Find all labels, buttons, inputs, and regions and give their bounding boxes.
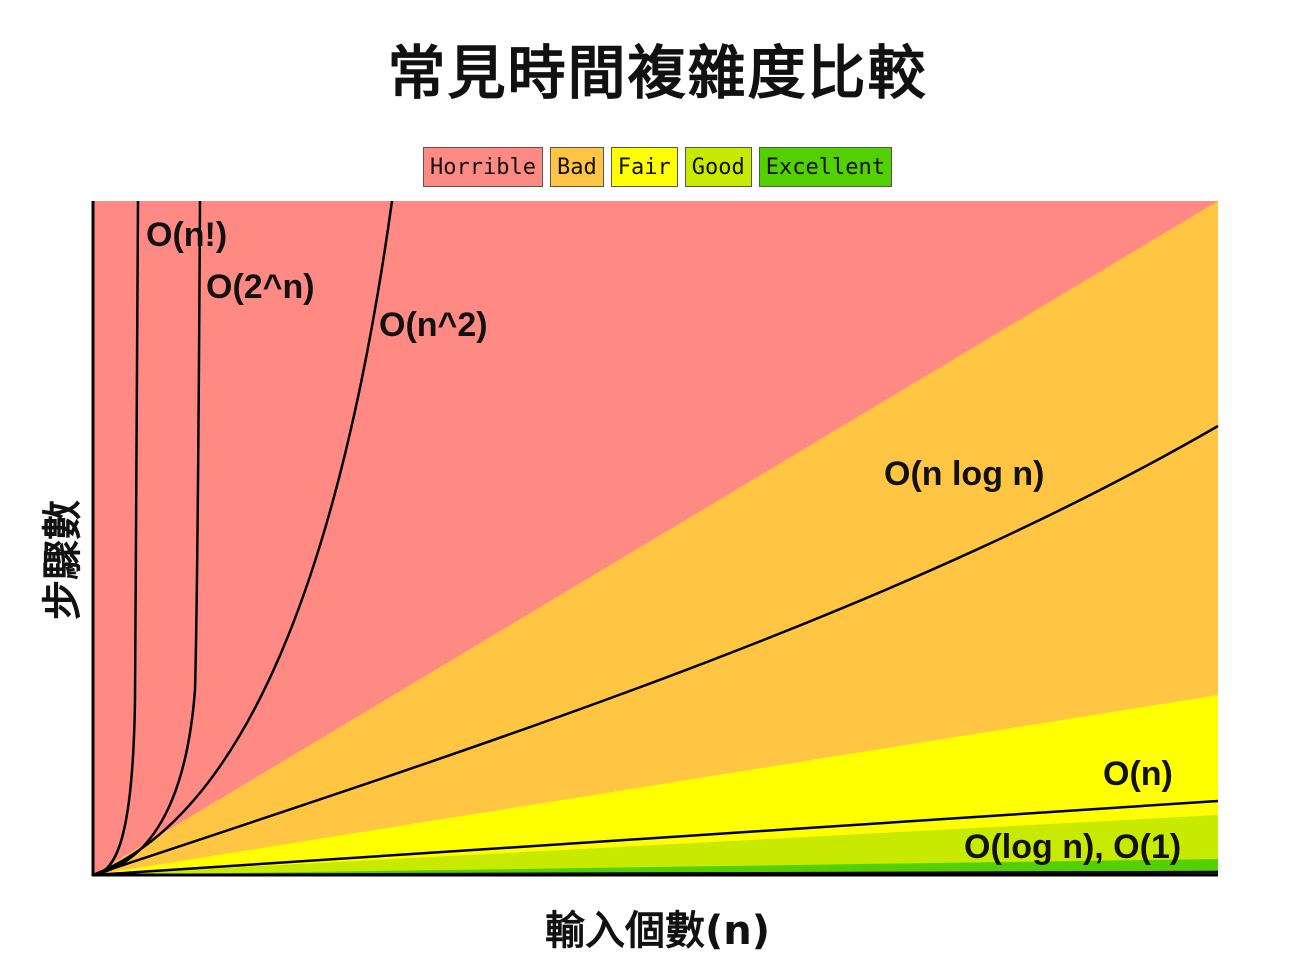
- region-excellent: [93, 859, 1218, 875]
- axes: [91, 201, 1218, 877]
- label-nlogn: O(n log n): [884, 455, 1045, 493]
- legend: Horrible Bad Fair Good Excellent: [0, 147, 1315, 187]
- y-axis-label-text: 步驟數: [40, 500, 86, 620]
- label-exponential: O(2^n): [206, 268, 315, 306]
- region-good: [93, 815, 1218, 875]
- x-axis-label: 輸入個數(n): [544, 908, 771, 954]
- label-log-constant: O(log n), O(1): [964, 828, 1181, 866]
- legend-excellent: Excellent: [758, 147, 892, 187]
- curve-factorial: [92, 200, 140, 877]
- y-axis-label: 步驟數: [24, 460, 94, 660]
- label-linear: O(n): [1103, 755, 1173, 793]
- curve-labels: O(n!) O(2^n) O(n^2) O(n log n) O(n) O(lo…: [146, 216, 1181, 866]
- legend-horrible: Horrible: [423, 147, 544, 187]
- legend-good: Good: [684, 147, 752, 187]
- label-quadratic: O(n^2): [379, 306, 488, 344]
- legend-fair: Fair: [610, 147, 678, 187]
- curve-linear: [92, 799, 1219, 877]
- curve-nlogn: [92, 424, 1219, 877]
- label-factorial: O(n!): [146, 216, 227, 254]
- complexity-regions: [93, 201, 1218, 875]
- region-bad: [93, 201, 1218, 875]
- curve-quadratic: [92, 200, 394, 877]
- legend-bad: Bad: [550, 147, 604, 187]
- chart-title: 常見時間複雜度比較: [387, 39, 928, 107]
